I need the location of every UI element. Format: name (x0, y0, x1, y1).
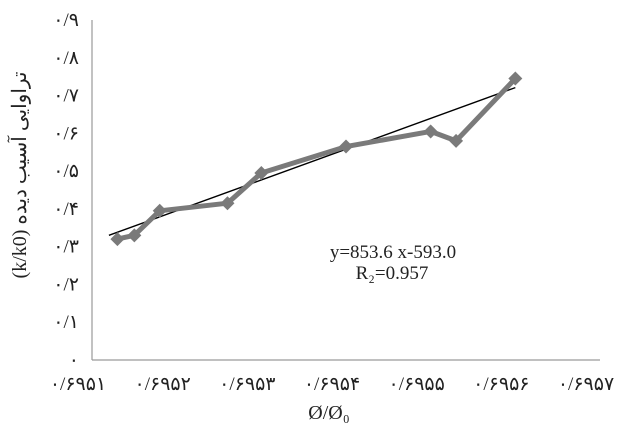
x-tick-label: ۰/۶۹۵۵ (389, 374, 445, 395)
series-line (116, 76, 518, 242)
y-tick-label: ۰/۹ (53, 10, 79, 31)
data-point (127, 228, 142, 243)
y-tick-label: ۰/۷ (53, 86, 79, 107)
equation-annotation: y=853.6 x-593.0 (330, 242, 456, 263)
data-point (423, 124, 438, 139)
data-point (254, 166, 269, 180)
data-point (508, 71, 523, 86)
y-tick-label: ۰/۵ (53, 161, 79, 182)
y-tick-label: ۰/۸ (53, 48, 79, 69)
data-point (220, 196, 235, 211)
data-point (449, 133, 464, 148)
series-group (110, 71, 523, 247)
x-tick-label: ۰/۶۹۵۳ (219, 374, 275, 395)
y-tick-label: ۰/۳ (53, 237, 79, 258)
y-tick-label: ۰/۱ (53, 312, 79, 333)
r-squared-annotation: R₂=0.957 (356, 263, 429, 284)
x-tick-label: ۰/۶۹۵۶ (473, 374, 529, 395)
data-point (110, 232, 125, 247)
data-point (339, 139, 353, 154)
axes (91, 20, 600, 361)
y-tick-label: ۰/۶ (53, 123, 79, 144)
x-tick-label: ۰/۶۹۵۲ (135, 374, 191, 395)
tick-labels-group: ۰ ۰/۱ ۰/۲ ۰/۳ ۰/۴ ۰/۵ ۰/۶ ۰/۷ ۰/۸ ۰/۹ ۰/۶۹۵۱ ۰/۶۹۵۲… (50, 10, 614, 395)
x-tick-label: ۰/۶۹۵۴ (304, 374, 360, 395)
x-axis-title: Ø/Ø₀ (308, 402, 349, 424)
y-tick-label: ۰/۴ (53, 199, 79, 220)
y-tick-label: ۰ (69, 350, 79, 371)
data-point (152, 203, 167, 218)
trendline-group (108, 86, 516, 236)
x-tick-label: ۰/۶۹۵۷ (558, 374, 614, 395)
x-tick-label: ۰/۶۹۵۱ (50, 374, 106, 395)
y-axis-title: تراوایی آسیب دیده (k/k0) (7, 72, 31, 279)
y-tick-label: ۰/۲ (53, 274, 79, 295)
trendline (108, 86, 516, 236)
